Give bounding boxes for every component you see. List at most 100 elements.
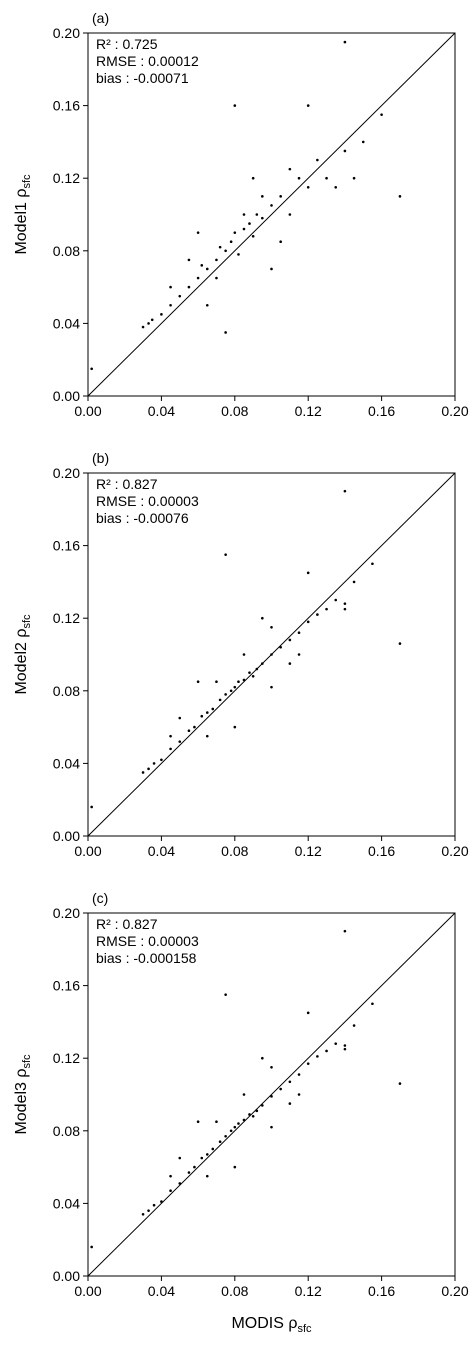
- data-point: [224, 331, 227, 334]
- x-tick-label: 0.08: [221, 843, 248, 859]
- plot-frame: [87, 912, 456, 1277]
- y-tick-label: 0.16: [53, 98, 80, 114]
- panel-label: (a): [92, 10, 109, 26]
- data-point: [160, 313, 163, 316]
- data-point: [205, 267, 209, 271]
- data-point: [270, 267, 273, 271]
- data-point: [325, 176, 328, 180]
- data-point: [215, 680, 218, 684]
- data-point: [200, 264, 204, 267]
- x-tick-label: 0.20: [441, 1283, 468, 1299]
- data-point: [152, 762, 156, 765]
- data-point: [147, 1209, 150, 1212]
- data-point: [288, 213, 292, 216]
- data-point: [297, 176, 301, 180]
- data-point: [229, 1129, 233, 1133]
- data-point: [242, 1118, 246, 1122]
- data-point: [233, 725, 237, 729]
- data-point: [398, 642, 402, 645]
- axis-label-sub: sfc: [21, 174, 33, 189]
- axis-label-text: Model1 ρ: [13, 189, 30, 255]
- y-tick-label: 0.16: [53, 978, 80, 994]
- data-point: [90, 1245, 93, 1249]
- annotation: R² : 0.827: [96, 916, 158, 932]
- y-tick-label: 0.00: [53, 388, 80, 404]
- data-point: [215, 276, 218, 280]
- x-tick-label: 0.20: [441, 843, 468, 859]
- data-point: [233, 685, 237, 689]
- data-point: [297, 1073, 301, 1076]
- x-tick-label: 0.04: [148, 403, 175, 419]
- x-tick-label: 0.00: [74, 1283, 101, 1299]
- axis-label: Model3 ρsfc: [13, 1054, 33, 1135]
- y-tick-label: 0.04: [53, 315, 80, 331]
- data-point: [334, 1042, 338, 1045]
- data-point: [270, 1125, 273, 1129]
- data-point: [270, 625, 273, 629]
- data-point: [169, 1189, 172, 1192]
- data-point: [205, 303, 209, 307]
- data-point: [233, 1165, 237, 1169]
- plot-frame: [87, 472, 456, 837]
- data-point: [237, 1122, 240, 1125]
- annotation: bias : -0.00076: [96, 510, 189, 526]
- data-point: [233, 1125, 237, 1129]
- data-point: [343, 489, 347, 493]
- annotation: R² : 0.725: [96, 36, 158, 52]
- y-tick-label: 0.12: [53, 610, 80, 626]
- data-point: [211, 1147, 215, 1151]
- annotation: RMSE : 0.00003: [96, 493, 199, 509]
- y-tick-label: 0.20: [53, 25, 80, 41]
- data-point: [90, 805, 93, 809]
- x-tick-label: 0.16: [368, 843, 395, 859]
- data-point: [224, 553, 227, 556]
- y-tick-label: 0.12: [53, 170, 80, 186]
- data-point: [211, 707, 215, 711]
- one-to-one-line: [87, 32, 456, 397]
- data-point: [242, 678, 246, 682]
- plot-frame: [87, 32, 456, 397]
- data-point: [316, 1055, 319, 1058]
- data-point: [218, 698, 222, 702]
- data-point: [255, 667, 259, 671]
- data-point: [215, 1120, 218, 1124]
- data-point: [343, 1044, 347, 1047]
- data-point: [325, 1049, 328, 1053]
- data-point: [187, 285, 191, 289]
- data-point: [270, 1095, 273, 1098]
- data-point: [325, 607, 328, 611]
- data-point: [242, 213, 246, 216]
- x-tick-label: 0.20: [441, 403, 468, 419]
- y-tick-label: 0.04: [53, 755, 80, 771]
- data-point: [215, 258, 218, 262]
- x-tick-label: 0.16: [368, 1283, 395, 1299]
- data-point: [141, 771, 145, 774]
- data-point: [343, 40, 347, 44]
- axis-label-text: Model3 ρ: [13, 1069, 30, 1135]
- axis-label: Model2 ρsfc: [13, 614, 33, 695]
- data-point: [352, 176, 356, 180]
- data-point: [141, 1212, 145, 1216]
- x-tick-label: 0.12: [295, 403, 322, 419]
- y-tick-label: 0.04: [53, 1195, 80, 1211]
- data-point: [251, 234, 255, 238]
- data-point: [196, 276, 200, 280]
- x-tick-label: 0.12: [295, 1283, 322, 1299]
- data-point: [352, 1024, 356, 1027]
- data-point: [187, 729, 191, 733]
- axis-label-sub: sfc: [297, 1323, 312, 1335]
- data-point: [251, 674, 255, 678]
- data-point: [237, 253, 240, 256]
- axis-label-sub: sfc: [21, 1054, 33, 1069]
- y-tick-label: 0.16: [53, 538, 80, 554]
- annotation: bias : -0.00071: [96, 70, 189, 86]
- axis-label-sub: sfc: [21, 614, 33, 629]
- data-point: [255, 1109, 259, 1113]
- data-point: [242, 1093, 246, 1096]
- data-point: [152, 1203, 156, 1207]
- data-point: [169, 303, 172, 307]
- y-tick-label: 0.08: [53, 683, 80, 699]
- data-point: [196, 680, 200, 684]
- y-tick-label: 0.00: [53, 1268, 80, 1284]
- y-tick-label: 0.12: [53, 1050, 80, 1066]
